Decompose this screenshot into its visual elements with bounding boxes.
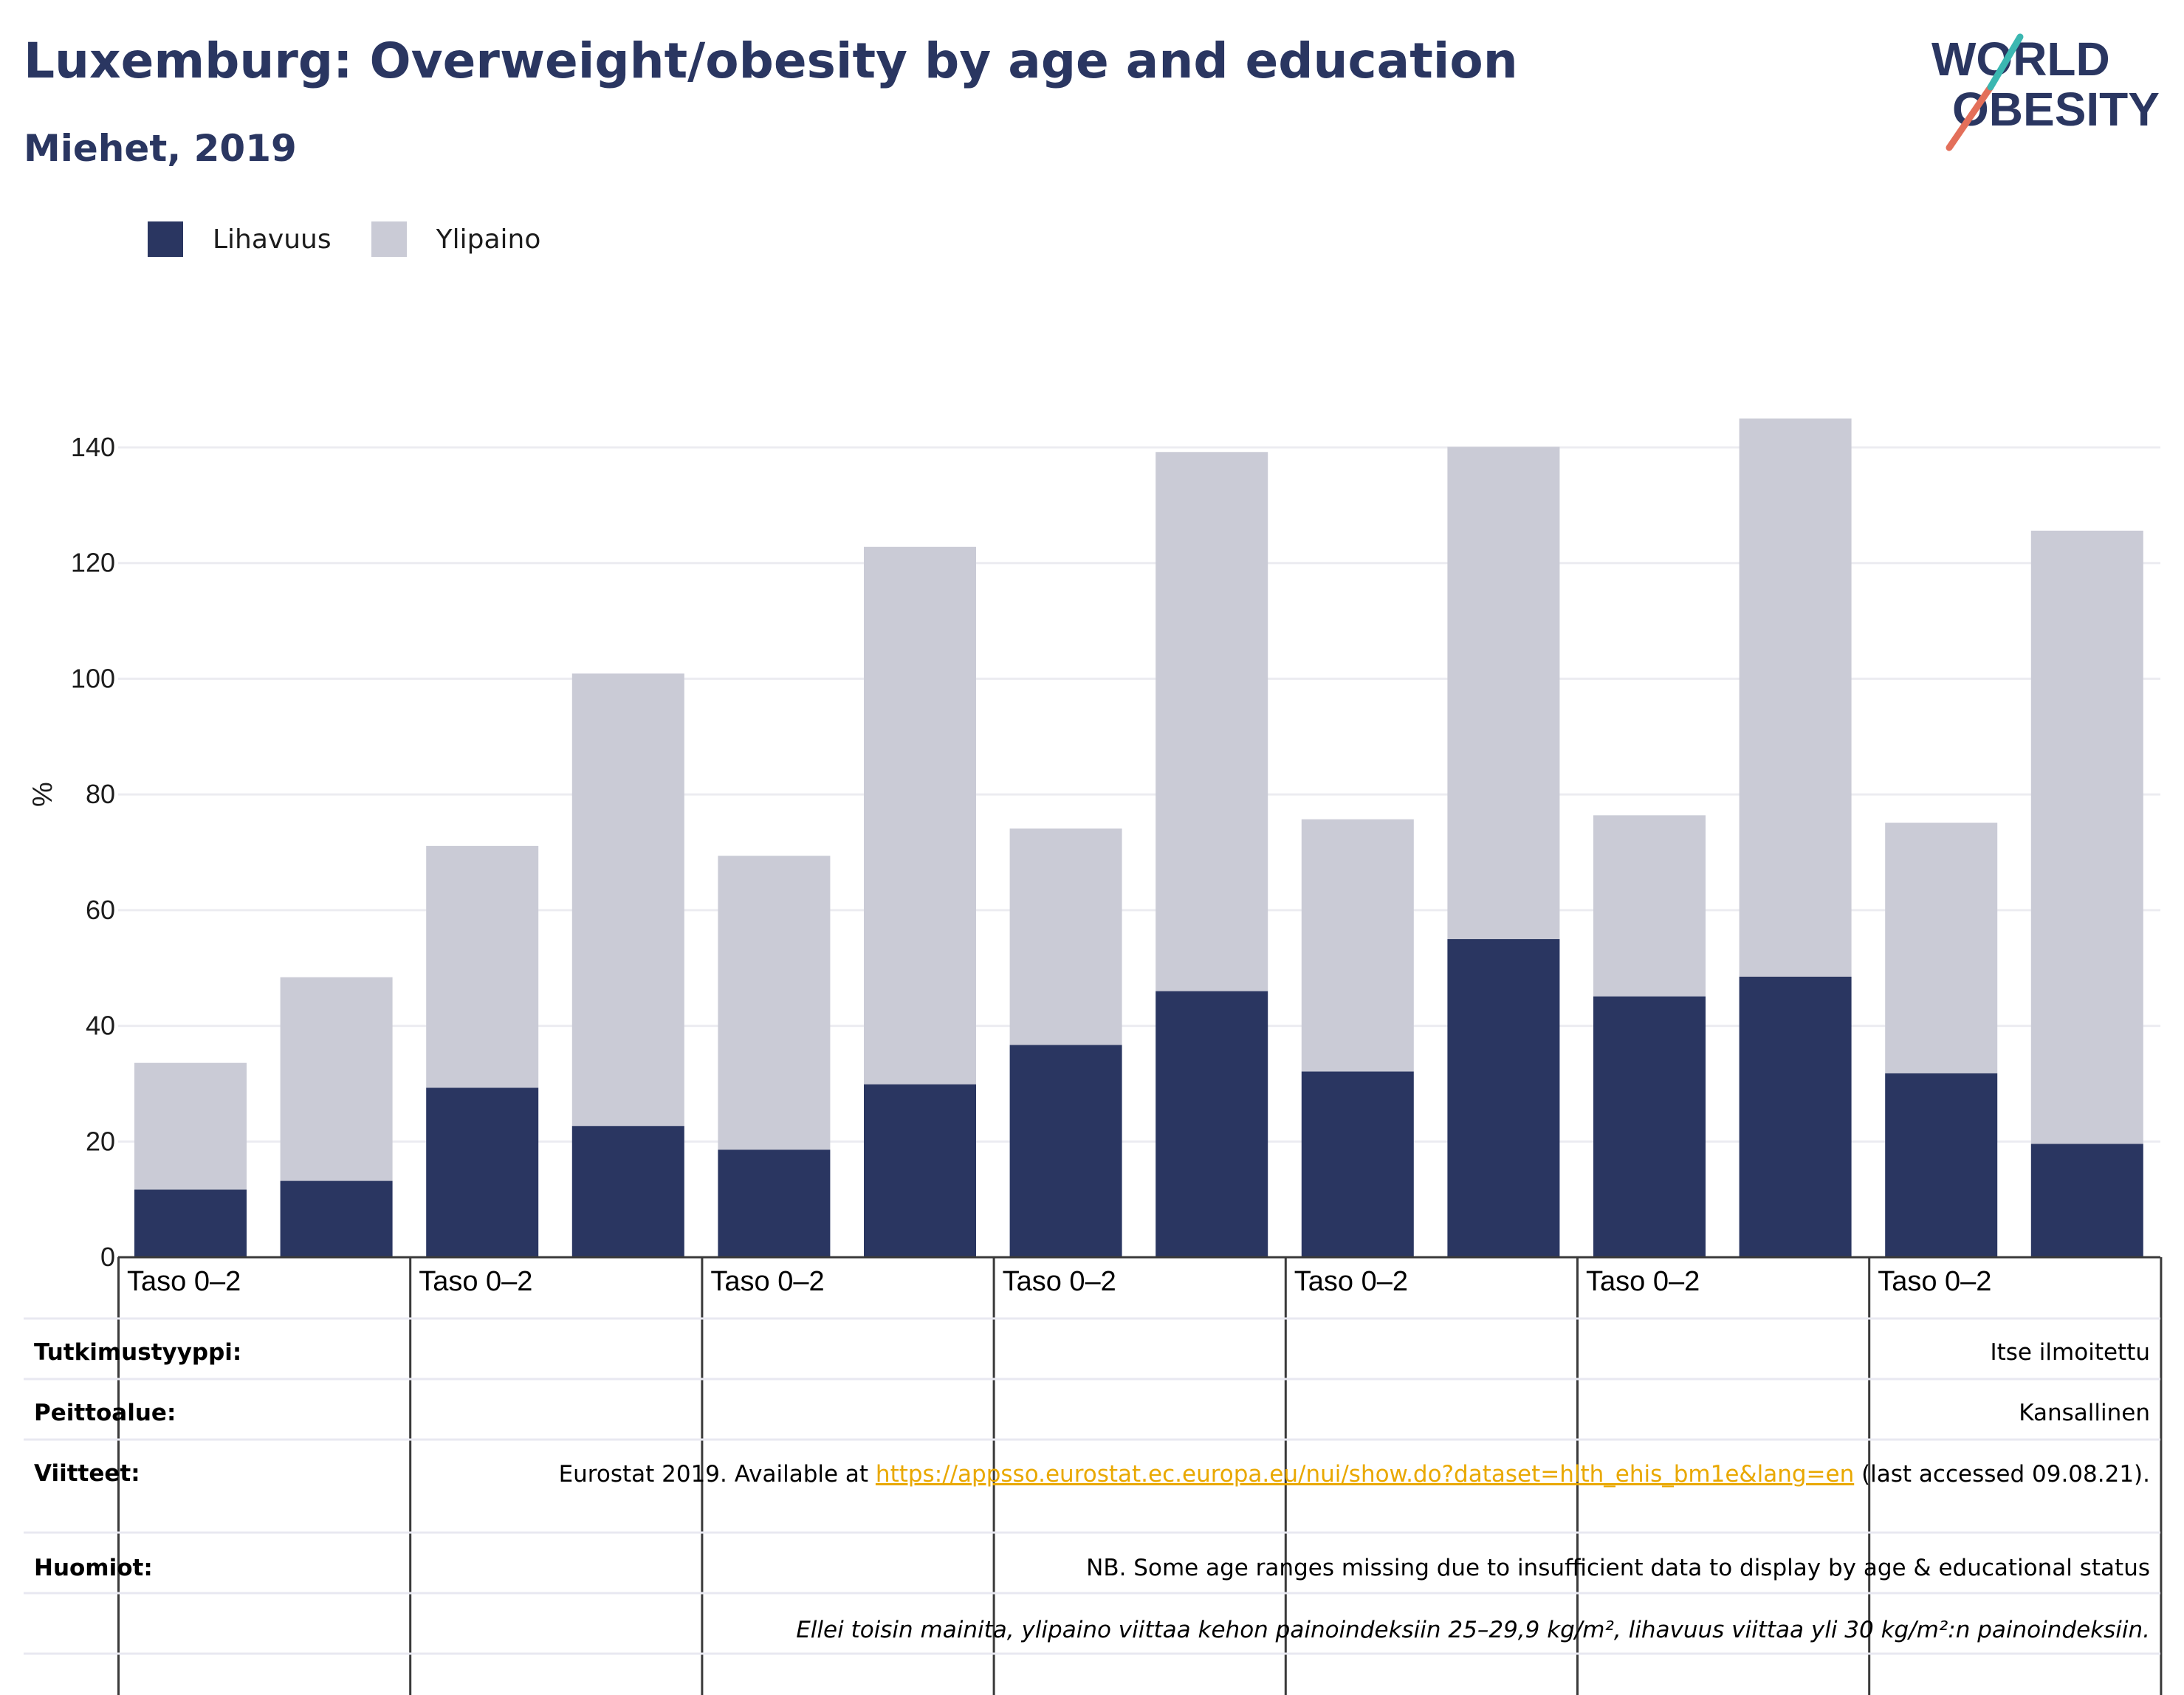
x-group-label: Taso 0–2 [710, 1266, 824, 1297]
bar-obesity [2030, 1144, 2143, 1257]
y-tick-label: 100 [71, 663, 115, 693]
chart-title: Luxemburg: Overweight/obesity by age and… [24, 32, 1518, 89]
legend-label-overweight: Ylipaino [436, 224, 541, 255]
bar-obesity [1155, 991, 1268, 1257]
bar-overweight [134, 1062, 247, 1190]
y-tick-label: 60 [86, 895, 115, 925]
bar-overweight [864, 546, 976, 1084]
references-label: Viitteet: [34, 1460, 140, 1487]
references-link[interactable]: https://appsso.eurostat.ec.europa.eu/nui… [875, 1461, 1855, 1488]
bar-obesity [1593, 996, 1706, 1257]
study-type-label: Tutkimustyyppi: [34, 1339, 242, 1366]
legend-swatch-overweight [371, 221, 407, 257]
bar-obesity [864, 1084, 976, 1257]
world-obesity-logo: WORLD OBESITY [1931, 32, 2160, 151]
bar-overweight [1593, 815, 1706, 997]
bar-obesity [1009, 1045, 1122, 1257]
definition-note: Ellei toisin mainita, ylipaino viittaa k… [796, 1617, 2150, 1643]
notes-label: Huomiot: [34, 1555, 153, 1581]
bar-overweight [1301, 819, 1414, 1072]
references-text: Eurostat 2019. Available at https://apps… [526, 1459, 2150, 1490]
bar-obesity [1301, 1071, 1414, 1257]
chart-legend: Lihavuus Ylipaino [148, 219, 580, 260]
y-axis-label: % [27, 782, 58, 807]
bar-obesity [280, 1180, 393, 1257]
bar-overweight [280, 977, 393, 1181]
y-tick-label: 0 [100, 1242, 115, 1272]
bar-obesity [1885, 1073, 1998, 1257]
references-prefix: Eurostat 2019. Available at [558, 1461, 876, 1488]
x-group-label: Taso 0–2 [1586, 1266, 1700, 1297]
references-suffix: (last accessed 09.08.21). [1854, 1461, 2150, 1488]
x-group-label: Taso 0–2 [1294, 1266, 1408, 1297]
bar-obesity [1739, 976, 1852, 1257]
y-tick-label: 80 [86, 779, 115, 809]
coverage-value: Kansallinen [2019, 1400, 2150, 1426]
legend-item-overweight[interactable]: Ylipaino [371, 221, 541, 257]
bar-obesity [134, 1189, 247, 1257]
legend-item-obesity[interactable]: Lihavuus [148, 221, 332, 257]
bar-overweight [426, 845, 539, 1088]
bar-overweight [2030, 530, 2143, 1144]
bar-overweight [1885, 822, 1998, 1073]
x-group-label: Taso 0–2 [127, 1266, 241, 1297]
bar-obesity [426, 1087, 539, 1257]
x-group-label: Taso 0–2 [419, 1266, 532, 1297]
bar-overweight [1739, 418, 1852, 977]
x-group-label: Taso 0–2 [1003, 1266, 1116, 1297]
bar-obesity [1447, 939, 1560, 1257]
legend-swatch-obesity [148, 221, 183, 257]
bar-overweight [1155, 452, 1268, 991]
y-tick-label: 20 [86, 1126, 115, 1156]
coverage-label: Peittoalue: [34, 1400, 176, 1426]
bar-overweight [571, 673, 684, 1127]
bar-overweight [1447, 447, 1560, 940]
x-group-label: Taso 0–2 [1878, 1266, 1991, 1297]
chart-subtitle: Miehet, 2019 [24, 127, 297, 170]
study-type-value: Itse ilmoitettu [1990, 1339, 2150, 1366]
legend-label-obesity: Lihavuus [213, 224, 332, 255]
notes-value: NB. Some age ranges missing due to insuf… [1086, 1555, 2150, 1581]
y-tick-label: 40 [86, 1011, 115, 1041]
y-tick-label: 140 [71, 432, 115, 462]
bar-obesity [571, 1126, 684, 1257]
bar-obesity [718, 1149, 831, 1257]
bar-overweight [718, 856, 831, 1150]
bar-overweight [1009, 828, 1122, 1045]
y-tick-label: 120 [71, 548, 115, 578]
